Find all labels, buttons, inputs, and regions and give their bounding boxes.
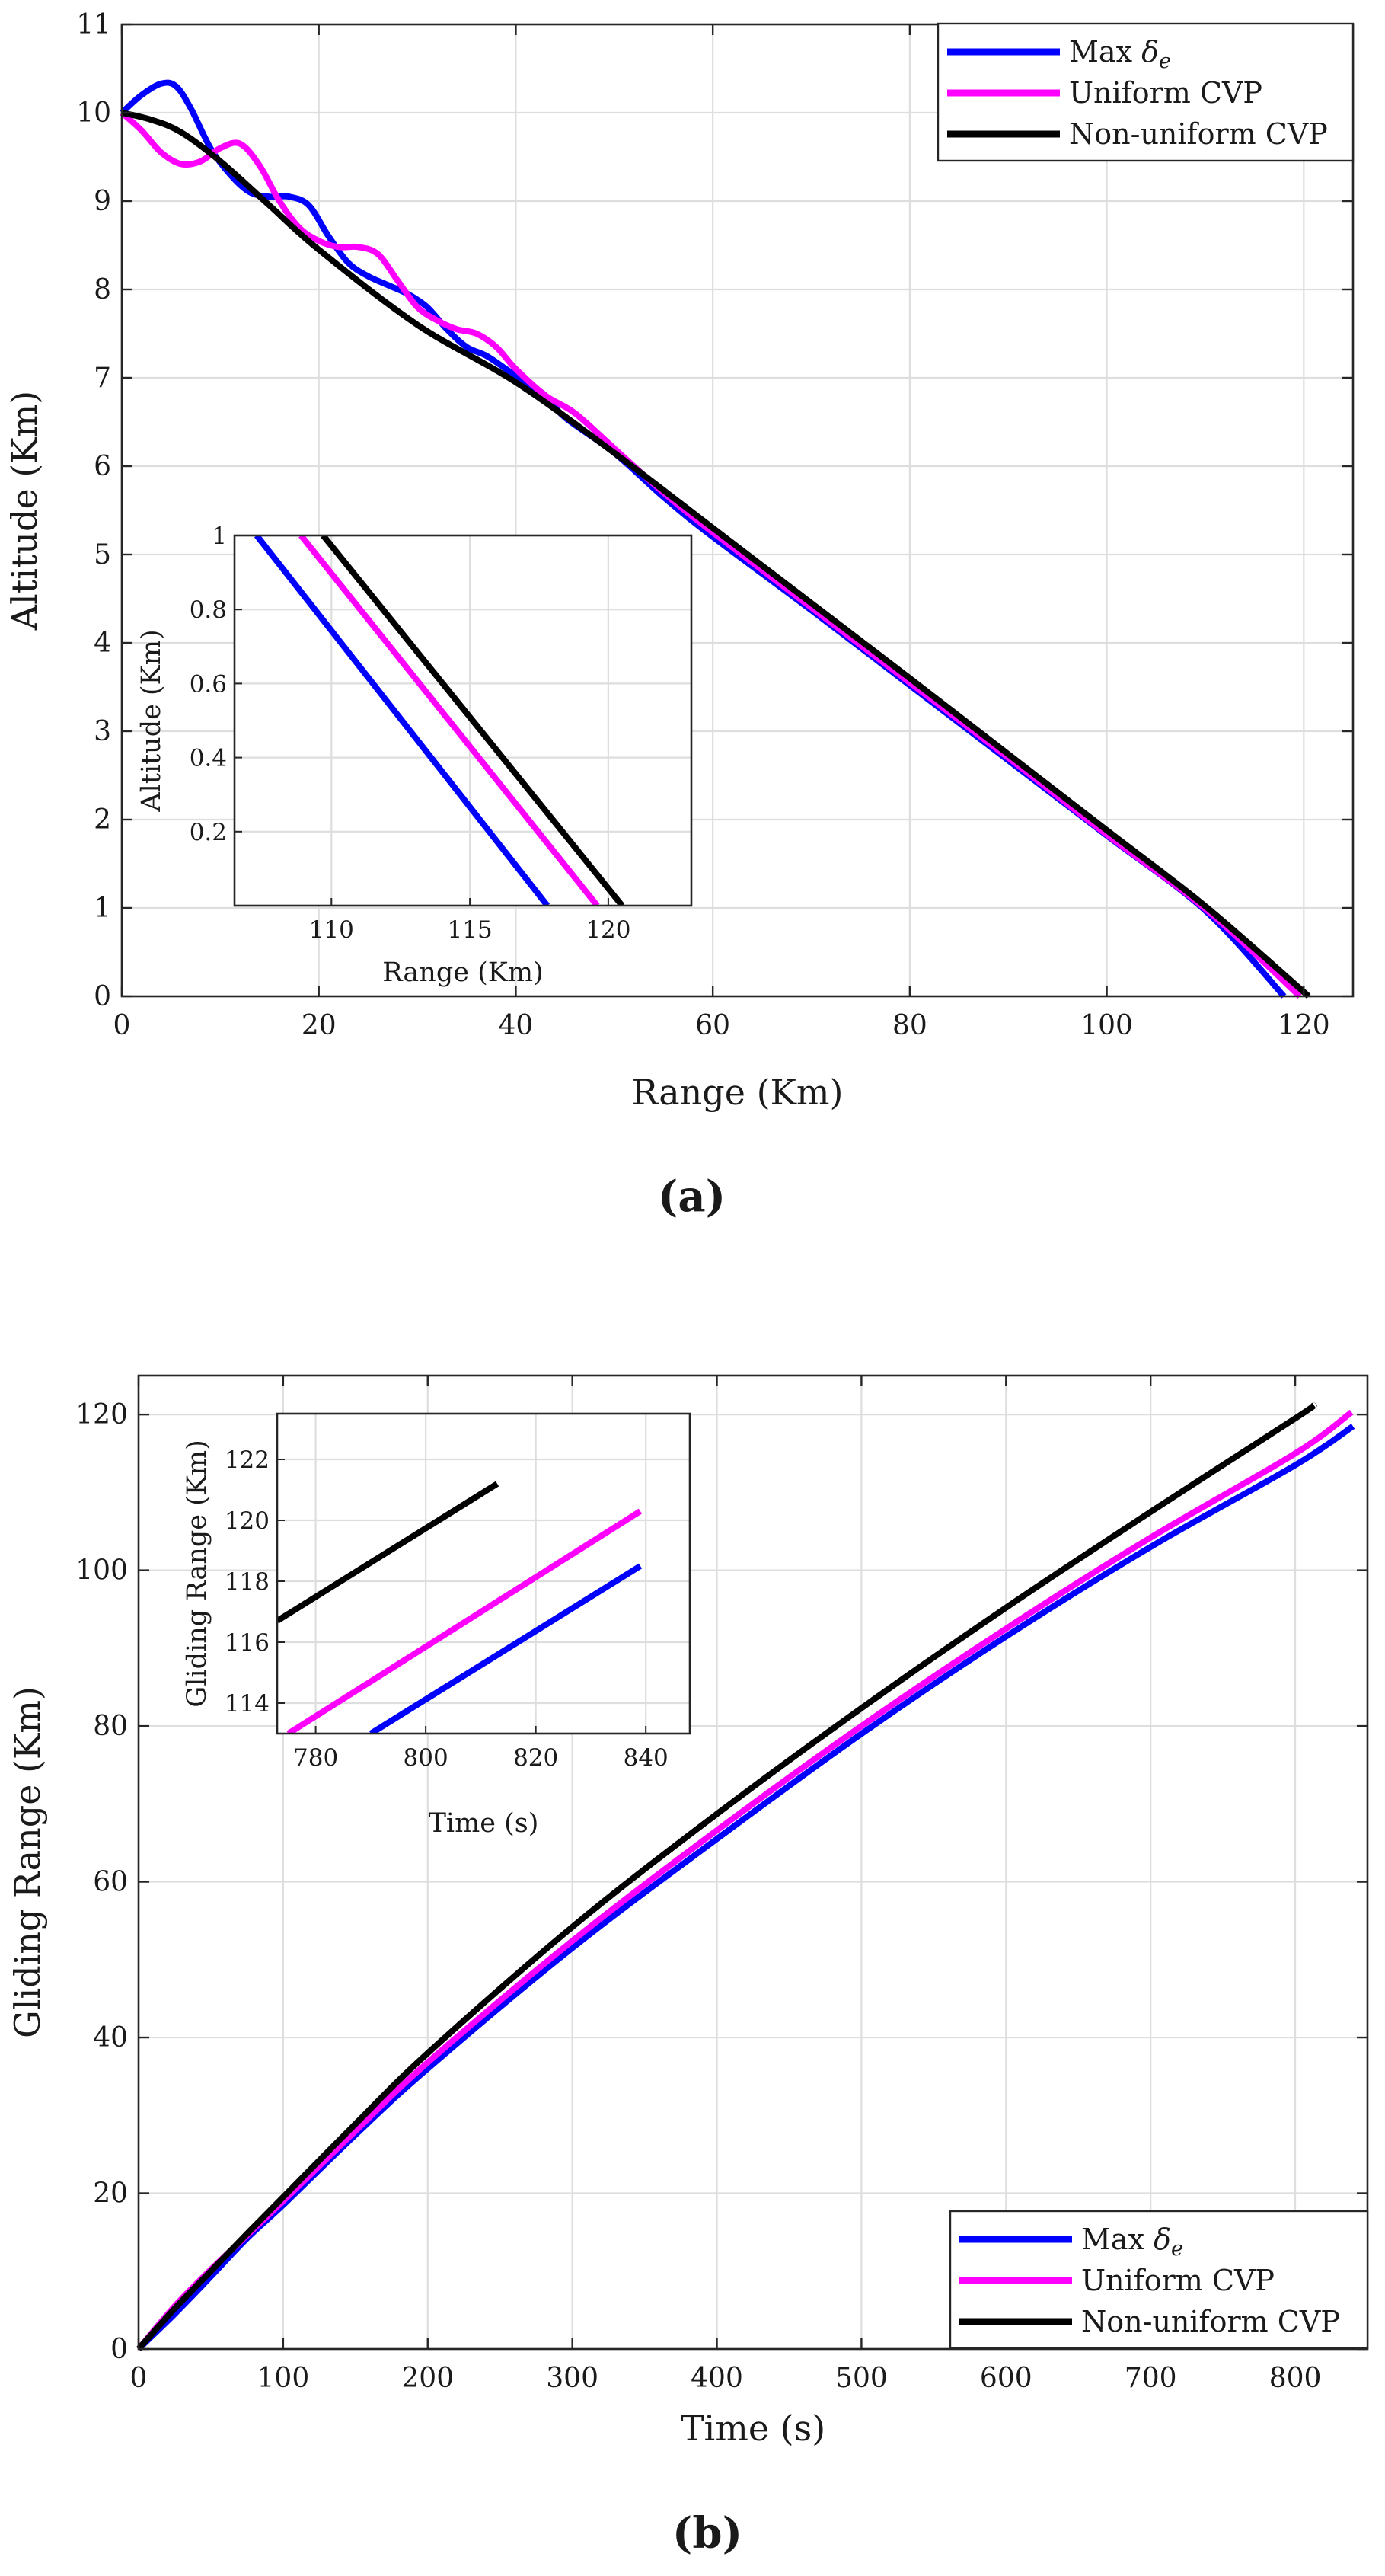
series-line-non-uniform-cvp [136,1402,1317,2351]
inset-x-tick-label: 120 [586,916,630,944]
y-axis-label: Altitude (Km) [4,391,45,631]
legend-label-uniform-cvp: Uniform CVP [1081,2264,1275,2297]
y-tick-label: 6 [94,451,111,482]
axes-frame [120,23,1355,998]
x-axis-label: Time (s) [681,2408,825,2449]
inset-x-tick-label: 820 [513,1744,558,1772]
inset-x-tick-label: 800 [404,1744,448,1772]
x-axis-label: Range (Km) [632,1072,844,1113]
x-tick-label: 0 [130,2363,148,2394]
inset-y-tick-label: 0.6 [190,670,227,698]
x-tick-label: 400 [691,2363,743,2394]
y-tick-label: 4 [94,628,111,659]
x-tick-label: 300 [546,2363,598,2394]
legend-label-non-uniform-cvp: Non-uniform CVP [1069,117,1328,151]
x-tick-label: 0 [113,1010,131,1041]
y-tick-label: 120 [75,1399,128,1430]
x-tick-label: 600 [980,2363,1032,2394]
x-tick-label: 60 [695,1010,730,1041]
panel-label: (b) [672,2508,742,2558]
y-tick-label: 5 [94,539,111,570]
inset-axes: 110 115 120 0.2 0.4 0.6 0.8 1 Range (Km) Altitude… [136,523,693,988]
y-tick-label: 40 [93,2022,128,2053]
y-tick-label: 80 [93,1711,128,1742]
inset-plot-area [235,535,691,906]
y-tick-label: 11 [76,9,111,40]
x-tick-label: 700 [1125,2363,1177,2394]
inset-y-tick-label: 116 [225,1629,270,1657]
inset-series-line-uniform-cvp [298,535,600,906]
legend-label-non-uniform-cvp: Non-uniform CVP [1081,2305,1340,2338]
inset-series-line-max-e [369,1563,643,1734]
legend-label-subscript: e [1171,2237,1183,2261]
y-tick-label: 0 [94,981,111,1012]
x-tick-label: 40 [499,1010,534,1041]
inset-series-line-uniform-cvp [286,1508,643,1734]
inset-x-axis-label: Range (Km) [382,957,543,988]
inset-y-axis-label: Altitude (Km) [136,629,167,812]
x-tick-label: 20 [302,1010,337,1041]
inset-y-tick-label: 0.4 [190,745,227,772]
inset-y-tick-label: 118 [225,1568,270,1596]
inset-y-tick-label: 0.8 [190,596,227,624]
y-tick-label: 7 [94,363,111,394]
x-tick-label: 200 [401,2363,454,2394]
legend-label-max-e: Max δe [1069,35,1171,73]
y-tick-label: 3 [94,716,111,747]
inset-series-line-non-uniform-cvp [277,1481,499,1624]
inset-series-line-max-e [254,535,550,906]
inset-frame [233,534,693,907]
y-axis-label: Gliding Range (Km) [7,1686,48,2038]
x-tick-label: 800 [1269,2363,1322,2394]
panel-label: (a) [658,1171,726,1222]
inset-x-axis-label: Time (s) [429,1808,539,1839]
y-tick-label: 2 [94,804,111,836]
y-tick-label: 20 [93,2178,128,2210]
y-tick-label: 60 [93,1867,128,1898]
inset-y-axis-label: Gliding Range (Km) [182,1440,212,1707]
inset-y-tick-label: 120 [225,1507,270,1535]
y-tick-label: 0 [110,2334,128,2365]
legend-label-text: Max [1081,2223,1154,2256]
x-tick-label: 80 [892,1010,927,1041]
y-tick-label: 8 [94,274,111,305]
inset-x-tick-label: 840 [624,1744,669,1772]
inset-y-tick-label: 122 [225,1446,270,1474]
inset-y-tick-label: 1 [212,523,227,550]
legend-label-subscript: e [1159,50,1171,73]
legend-label-symbol: δ [1154,2223,1171,2256]
x-tick-label: 500 [835,2363,888,2394]
inset-frame [276,1412,691,1735]
chart-panel-b: 0 100 200 300 400 500 600 700 800 0 20 40 60 80 100 120… [7,1374,1369,2558]
chart-panel-a: 0 20 40 60 80 100 120 0 1 2 3 4 5 6 7 8 9 10 11 Range (Km) A… [4,9,1355,1222]
inset-x-tick-label: 115 [448,916,493,944]
x-tick-label: 120 [1278,1010,1330,1041]
y-tick-label: 9 [94,186,111,217]
legend-label-max-e: Max δe [1081,2223,1183,2261]
x-tick-label: 100 [1080,1010,1133,1041]
series-line-uniform-cvp [120,110,1302,999]
inset-x-tick-label: 110 [309,916,354,944]
inset-axes: 780 800 820 840 114 116 118 120 122 Time (s) Glidi… [182,1412,691,1839]
inset-plot-area [277,1414,690,1734]
y-tick-label: 10 [76,97,111,129]
y-tick-label: 1 [94,893,111,924]
legend-label-text: Max [1069,35,1141,69]
legend-label-uniform-cvp: Uniform CVP [1069,76,1262,110]
inset-y-tick-label: 114 [225,1690,270,1718]
y-tick-label: 100 [75,1555,128,1587]
inset-x-tick-label: 780 [293,1744,338,1772]
inset-y-tick-label: 0.2 [190,819,227,846]
series-line-non-uniform-cvp [121,110,1311,999]
axes-frame [137,1374,1369,2351]
x-tick-label: 100 [257,2363,310,2394]
inset-series-line-non-uniform-cvp [321,535,625,906]
legend-label-symbol: δ [1141,35,1159,69]
